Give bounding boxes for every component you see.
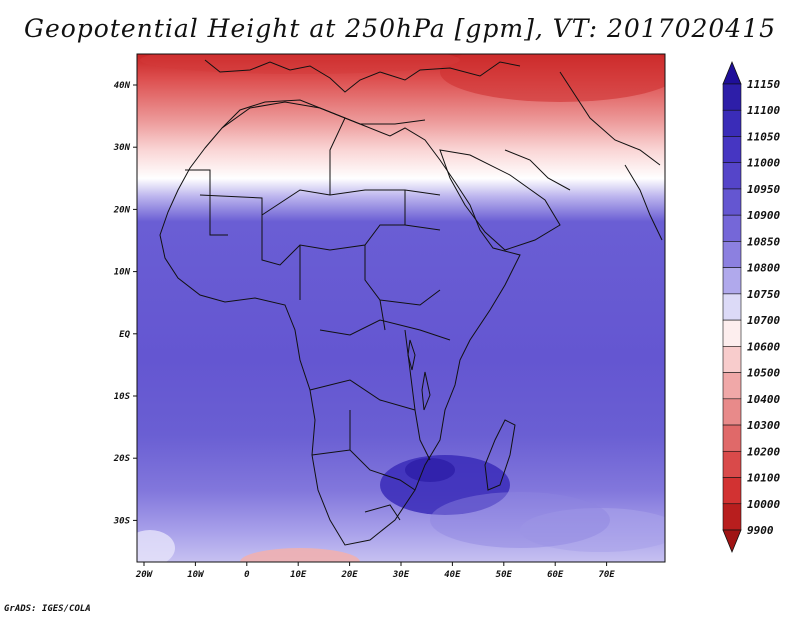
- lon-tick-label: 70E: [598, 570, 615, 580]
- lat-tick-label: 10N: [114, 268, 131, 278]
- colorbar-segment: [722, 346, 742, 373]
- colorbar-segment: [722, 293, 742, 321]
- colorbar-segment: [722, 188, 742, 216]
- lat-tick-label: 10S: [114, 392, 131, 402]
- footer-credit: GrADS: IGES/COLA: [4, 604, 91, 614]
- colorbar-segment: [722, 450, 742, 478]
- colorbar-label: 10200: [747, 445, 780, 458]
- lat-tick-label: 20S: [113, 454, 131, 464]
- colorbar-label: 10600: [747, 340, 780, 353]
- lon-tick-label: 60E: [547, 570, 564, 580]
- colorbar-segment: [722, 267, 742, 295]
- lat-tick-label: 30N: [113, 143, 131, 153]
- coastlines: [159, 59, 663, 546]
- lat-tick-label: 40N: [114, 81, 131, 91]
- colorbar-label: 10750: [747, 288, 780, 301]
- latitude-axis: 40N 30N 20N 10N EQ 10S 20S 30S: [113, 81, 137, 526]
- colorbar-segment: [722, 372, 742, 400]
- colorbar-segment: [722, 241, 742, 268]
- lat-tick-label: EQ: [119, 330, 130, 340]
- longitude-axis: 20W 10W 0 10E 20E 30E 40E 50E 60E 70E: [135, 562, 615, 580]
- colorbar-segment: [722, 83, 742, 111]
- lon-tick-label: 20E: [340, 570, 358, 580]
- colorbar-label: 11100: [747, 104, 780, 117]
- colorbar-segment: [722, 477, 742, 505]
- height-field: [137, 54, 665, 562]
- lon-tick-label: 20W: [135, 570, 154, 580]
- colorbar-label: 10400: [747, 393, 780, 406]
- map-title: Geopotential Height at 250hPa [gpm], VT:…: [23, 14, 777, 43]
- colorbar-label: 10100: [747, 472, 780, 485]
- colorbar-label: 9900: [747, 524, 774, 537]
- colorbar: 11150 11100 11050 11000 10950 10900 10850 10800…: [722, 60, 780, 554]
- colorbar-bottom-arrow: [722, 529, 742, 554]
- colorbar-segment: [722, 162, 742, 190]
- colorbar-label: 11050: [747, 130, 780, 143]
- colorbar-segment: [722, 398, 742, 426]
- lon-tick-label: 30E: [392, 570, 410, 580]
- colorbar-label: 10800: [747, 262, 780, 275]
- lon-tick-label: 10E: [290, 570, 307, 580]
- colorbar-label: 10300: [747, 419, 780, 432]
- colorbar-segment: [722, 214, 742, 242]
- lat-tick-label: 30S: [113, 516, 131, 526]
- lon-tick-label: 50E: [496, 570, 513, 580]
- colorbar-segment: [722, 109, 742, 137]
- lat-tick-label: 20N: [113, 205, 131, 215]
- colorbar-segment: [722, 424, 742, 452]
- colorbar-segment: [722, 319, 742, 347]
- colorbar-segment: [722, 136, 742, 164]
- colorbar-label: 10000: [747, 498, 780, 511]
- colorbar-label: 10700: [747, 314, 780, 327]
- colorbar-top-arrow: [722, 60, 742, 85]
- colorbar-label: 11150: [747, 78, 780, 91]
- colorbar-segment: [722, 503, 742, 531]
- lon-tick-label: 40E: [444, 570, 461, 580]
- colorbar-label: 10850: [747, 235, 780, 248]
- colorbar-label: 10900: [747, 209, 780, 222]
- colorbar-label: 11000: [747, 157, 780, 170]
- colorbar-label: 10500: [747, 367, 780, 380]
- lon-tick-label: 0: [244, 570, 250, 580]
- colorbar-label: 10950: [747, 183, 780, 196]
- lon-tick-label: 10W: [187, 570, 205, 580]
